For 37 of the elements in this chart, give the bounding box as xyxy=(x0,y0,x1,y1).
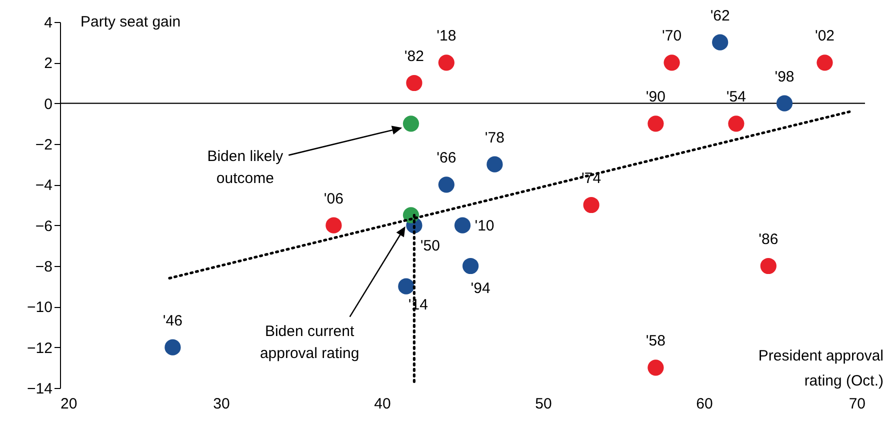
y-tick-label: 0 xyxy=(44,96,52,113)
y-tick-label: −2 xyxy=(35,136,52,154)
annotation: '86 xyxy=(758,231,778,248)
annotation: '10 xyxy=(474,217,494,234)
y-tick-label: 2 xyxy=(44,55,52,72)
y-tick-label: −10 xyxy=(27,299,52,316)
y-tick-label: −4 xyxy=(35,177,52,194)
annotation: '78 xyxy=(484,129,504,146)
annotation: '62 xyxy=(710,7,730,24)
annotation: '70 xyxy=(662,28,682,45)
annotation: '58 xyxy=(646,332,666,350)
y-tick-label: 4 xyxy=(44,14,52,32)
annotation: '06 xyxy=(324,190,344,208)
annotation: '90 xyxy=(646,88,666,106)
annotation: '02 xyxy=(814,28,835,45)
annotation: '98 xyxy=(774,68,794,86)
annotation: '82 xyxy=(404,48,424,65)
annotation: '50 xyxy=(420,237,440,254)
annotation: '46 xyxy=(162,312,182,330)
x-axis-title: President approval rating (Oct.) xyxy=(758,348,883,390)
annotation: '94 xyxy=(470,280,490,297)
y-tick-label: −12 xyxy=(27,340,52,357)
annotation: Biden current approval rating xyxy=(260,323,360,362)
x-tick-label: 60 xyxy=(696,396,713,412)
annotation: '66 xyxy=(436,150,456,167)
annotation: '54 xyxy=(726,88,746,106)
y-tick-label: −14 xyxy=(27,380,52,398)
annotation: Biden likely outcome xyxy=(207,148,284,188)
x-tick-label: 20 xyxy=(60,396,78,412)
x-tick-label: 50 xyxy=(535,396,552,412)
x-tick-label: 40 xyxy=(374,396,391,412)
x-tick-label: 70 xyxy=(848,396,866,412)
y-tick-label: −8 xyxy=(35,258,52,276)
y-tick-label: −6 xyxy=(35,218,52,235)
x-tick-label: 30 xyxy=(213,396,230,412)
annotation: '18 xyxy=(436,28,456,45)
y-axis-title: Party seat gain xyxy=(80,14,181,30)
